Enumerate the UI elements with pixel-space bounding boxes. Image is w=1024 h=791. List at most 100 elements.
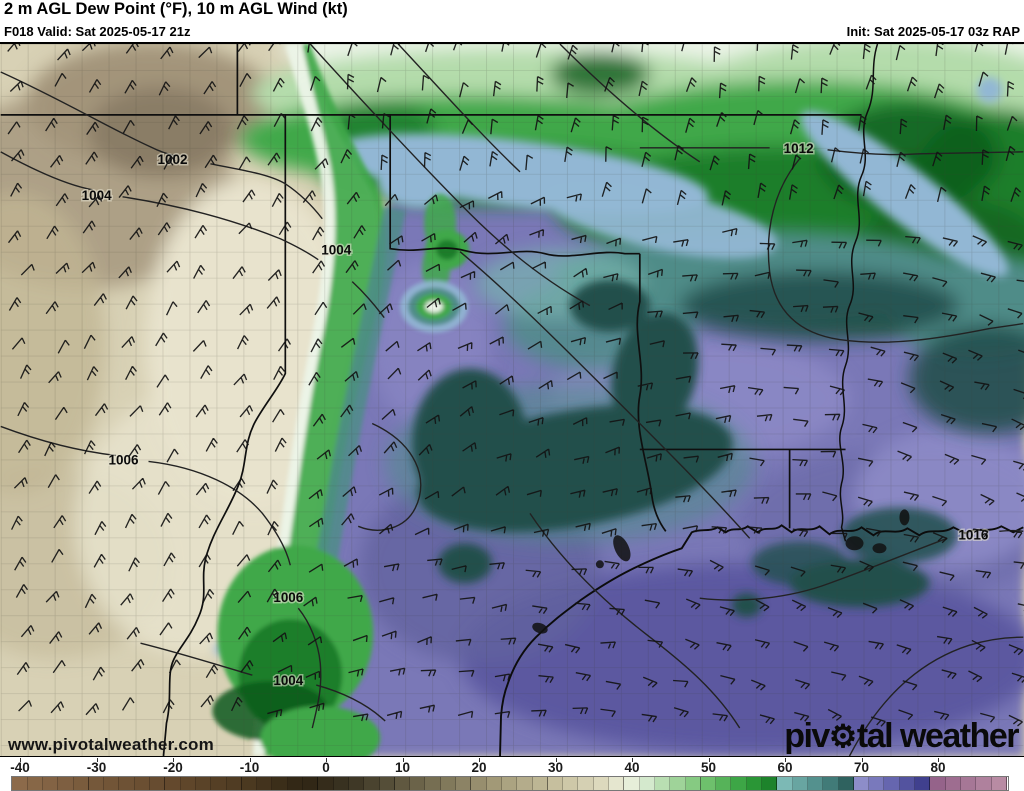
mississippi-river — [839, 44, 879, 542]
colorbar-cell — [211, 777, 227, 790]
scale-tick-label: -40 — [10, 760, 30, 775]
scale-tick-label: 40 — [624, 760, 640, 775]
pivotal-weather-logo: piv⚙tal weather — [784, 717, 1019, 756]
colorbar-cell — [486, 777, 502, 790]
scale-tick-label: 20 — [471, 760, 487, 775]
scale-tick-mark — [326, 758, 327, 762]
colorbar-cell — [318, 777, 334, 790]
colorbar-cell — [685, 777, 701, 790]
colorbar-cell — [440, 777, 457, 790]
scale-tick-mark — [96, 758, 98, 762]
colorbar-cell — [150, 777, 166, 790]
scale-tick-mark — [555, 758, 557, 762]
pressure-contour-label: 1004 — [82, 188, 112, 203]
dewpoint-color-scale: -40 -30 -20 -10 0 10 20 30 40 50 60 70 80 — [0, 758, 1024, 791]
pressure-contour-label: 1004 — [321, 243, 351, 258]
colorbar-cell — [257, 777, 273, 790]
map-subheader: F018 Valid: Sat 2025-05-17 21z Init: Sat… — [4, 24, 1020, 39]
colorbar-cell — [333, 777, 349, 790]
colorbar-cell — [226, 777, 242, 790]
colorbar-cell — [27, 777, 43, 790]
scale-tick-mark — [938, 758, 939, 762]
scale-tick-mark — [479, 758, 480, 762]
colorbar-cell — [807, 777, 824, 790]
colorbar-cell — [716, 777, 732, 790]
colorbar-cell — [731, 777, 747, 790]
scale-tick-label: -30 — [86, 760, 107, 775]
colorbar-cell — [869, 777, 885, 790]
colorbar-cell — [960, 777, 977, 790]
colorbar-cell — [394, 777, 411, 790]
scale-tick-label: 50 — [700, 760, 717, 775]
colorbar-cell — [838, 777, 854, 790]
colorbar-cell — [853, 777, 870, 790]
colorbar-cell — [73, 777, 89, 790]
colorbar-cell — [624, 777, 640, 790]
scale-tick-label: -20 — [163, 760, 183, 775]
colorbar-cell — [12, 777, 28, 790]
colorbar-cell — [379, 777, 395, 790]
colorbar-cell — [58, 777, 74, 790]
colorbar-cell — [609, 777, 625, 790]
bays-and-lakes — [532, 509, 910, 634]
scale-tick-label: 60 — [777, 760, 793, 775]
scale-tick-label: 80 — [930, 760, 946, 775]
colorbar-cell — [517, 777, 533, 790]
colorbar-cell — [471, 777, 487, 790]
colorbar-cell — [777, 777, 793, 790]
colorbar-cell — [425, 777, 441, 790]
gear-icon: ⚙ — [828, 719, 857, 754]
colorbar-cell — [762, 777, 778, 790]
scale-tick-mark — [785, 758, 786, 762]
colorbar-cell — [241, 777, 258, 790]
pressure-contour-label: 1002 — [157, 152, 187, 167]
wind-barb — [7, 44, 1024, 727]
colorbar-cell — [976, 777, 992, 790]
colorbar-cell — [532, 777, 548, 790]
colorbar-cell — [287, 777, 304, 790]
pressure-contours — [0, 44, 1024, 756]
colorbar-cell — [119, 777, 135, 790]
county-boundaries-grid — [0, 44, 1024, 756]
logo-text-prefix: piv — [784, 717, 830, 755]
colorbar-cell — [991, 777, 1007, 790]
scale-tick-label: 10 — [394, 760, 411, 775]
forecast-valid-label: F018 Valid: Sat 2025-05-17 21z — [4, 24, 191, 39]
map-title: 2 m AGL Dew Point (°F), 10 m AGL Wind (k… — [4, 0, 348, 18]
scale-tick-mark — [402, 758, 404, 762]
colorbar-cell — [348, 777, 365, 790]
colorbar-cell — [501, 777, 518, 790]
scale-tick-label: 0 — [322, 760, 330, 775]
colorbar-cell — [670, 777, 686, 790]
colorbar-cell — [915, 777, 931, 790]
colorbar-cell — [88, 777, 105, 790]
colorbar-cell — [593, 777, 610, 790]
scale-tick-label: 30 — [547, 760, 564, 775]
pressure-contour-label: 1004 — [273, 673, 303, 688]
pressure-contour-label: 1006 — [273, 590, 303, 605]
colorbar-cell — [410, 777, 426, 790]
scale-tick-label: 70 — [853, 760, 870, 775]
colorbar-cell — [945, 777, 961, 790]
pressure-contour-label: 1012 — [784, 141, 814, 156]
colorbar-cell — [303, 777, 319, 790]
pressure-contour-label: 1006 — [109, 452, 139, 467]
colorbar-cell — [823, 777, 839, 790]
scale-tick-mark — [173, 758, 174, 762]
scale-tick-mark — [861, 758, 863, 762]
colorbar-cell — [364, 777, 380, 790]
colorbar-cell — [654, 777, 671, 790]
wind-barb-field — [7, 44, 1024, 727]
colorbar-cell — [792, 777, 808, 790]
colorbar-cell — [104, 777, 120, 790]
colorbar-cell — [639, 777, 655, 790]
scale-tick-label: -10 — [239, 760, 260, 775]
colorbar-cell — [456, 777, 472, 790]
colorbar-cell — [930, 777, 946, 790]
colorbar-cell — [578, 777, 594, 790]
colorbar-cell — [746, 777, 763, 790]
scale-color-bar — [11, 776, 1009, 791]
